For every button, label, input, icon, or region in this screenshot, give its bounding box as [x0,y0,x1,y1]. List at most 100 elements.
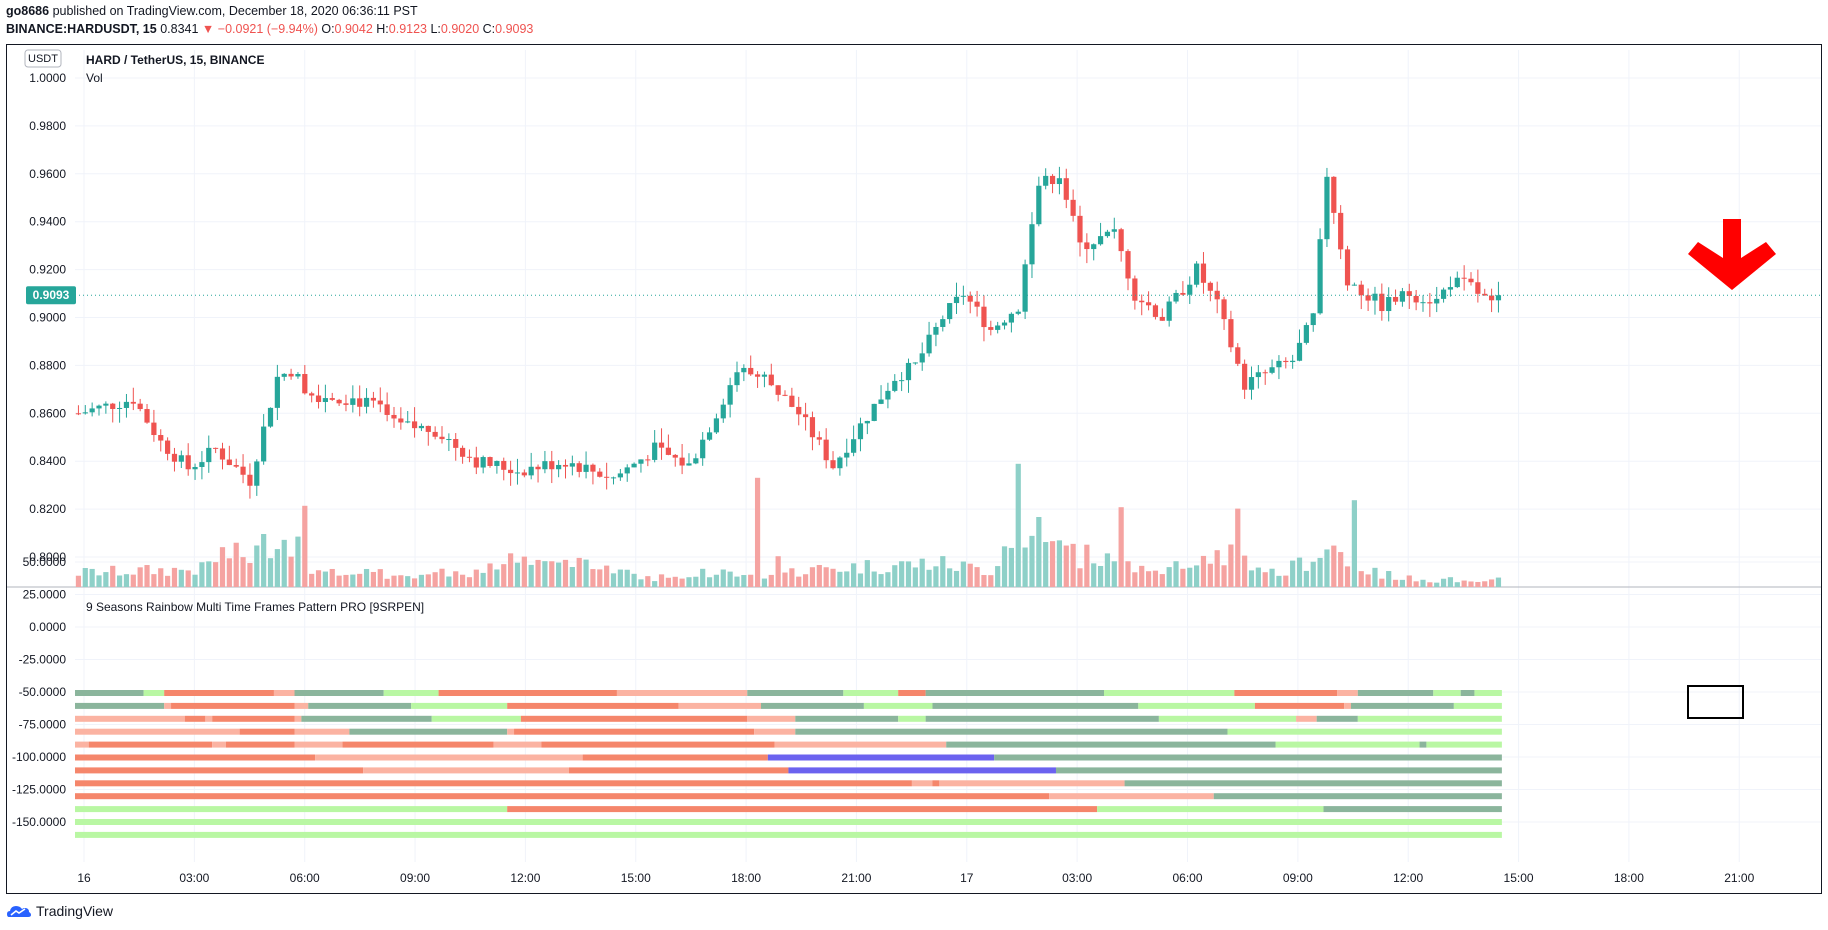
candle-body [947,303,953,320]
volume-bar [199,562,205,587]
rainbow-segment [994,754,1502,761]
down-triangle-icon: ▼ [201,22,215,36]
candle-body [686,463,692,466]
price-axis[interactable]: 1.0000 0.9800 0.9600 0.9400 0.9200 0.9000 0.88… [29,71,66,564]
last-price: 0.8341 [160,22,199,36]
candle-body [1406,291,1412,296]
footer-brand[interactable]: TradingView [36,903,114,919]
volume-bar [439,568,445,587]
volume-bar [823,567,829,587]
rainbow-segment [1323,806,1502,813]
candle-body [741,367,747,373]
publisher-name[interactable]: go8686 [6,4,50,18]
candle-body [857,423,864,440]
rainbow-segment [294,728,350,735]
candle-body [638,459,644,464]
high-label: H: [376,22,389,36]
candle-body [295,373,301,377]
volume-bar [1091,563,1097,587]
candle-body [1235,347,1241,364]
time-tick-label: 12:00 [510,871,540,885]
indicator-tick-label: -50.0000 [19,685,67,699]
volume-bar [233,542,239,587]
time-tick-label: 18:00 [731,871,761,885]
rainbow-segment [925,690,1104,696]
candle-body [679,457,685,466]
volume-bar [988,575,994,587]
candle-body [288,373,294,377]
candle-body [851,439,857,453]
volume-bar [1317,557,1323,587]
volume-bar [1194,565,1200,587]
candle-body [480,457,486,468]
candle-body [1427,302,1433,304]
candle-body [116,407,123,409]
candle-body [1166,301,1172,321]
indicator-tick-label: -125.0000 [12,783,66,797]
volume-bar [960,561,966,587]
volume-bar [1049,541,1056,587]
rainbow-segment [315,754,583,761]
volume-bar [357,573,363,587]
volume-bar [556,562,562,587]
volume-bar [247,563,253,587]
volume-bar [1180,568,1186,587]
volume-bar [782,572,788,587]
price-tick-label: 0.9200 [29,263,66,277]
rainbow-segment [1350,702,1454,709]
candle-body [1283,360,1289,363]
candle-body [1255,372,1261,378]
rainbow-segment [925,715,1159,722]
candle-body [123,401,130,408]
rainbow-segment [75,767,364,774]
volume-bar [309,573,315,587]
candle-body [185,455,191,470]
volume-bar [933,566,939,587]
candle-body [329,398,335,400]
volume-bar [82,568,88,587]
price-tick-label: 1.0000 [29,71,66,85]
rainbow-segment [1124,780,1502,787]
candle-body [1036,185,1042,225]
candle-body [754,374,761,377]
rainbow-segment [212,715,295,722]
volume-bar [1406,575,1412,587]
volume-bar [391,575,397,587]
rainbow-segment [863,702,933,709]
candle-body [1372,293,1378,301]
volume-bar [1482,581,1488,587]
volume-bar [1420,579,1426,587]
candle-body [494,460,500,466]
rainbow-segment [143,690,165,696]
time-axis[interactable]: 16 03:00 06:00 09:00 12:00 15:00 18:00 21:00 17 0… [77,871,1754,885]
candle-body [652,442,658,460]
volume-bar [1097,565,1104,587]
volume-bar [864,560,870,587]
rainbow-segment [754,728,796,735]
candle-body [1317,239,1323,314]
rainbow-segment [761,702,864,709]
price-tick-label: 0.9000 [29,311,66,325]
price-tick-label: 0.8000 [29,550,66,564]
candle-body [864,420,870,424]
volume-bar [638,579,644,587]
candle-body [1344,249,1351,286]
rainbow-segment [932,780,940,787]
volume-bar [1104,553,1111,587]
currency-badge[interactable]: USDT [24,49,62,68]
candle-body [96,405,102,409]
volume-bar [130,574,136,587]
candle-body [1200,263,1207,283]
candle-body [336,399,342,404]
volume-bar [192,574,198,587]
rainbow-segment [75,728,240,735]
candle-body [473,457,479,468]
indicator-axis[interactable]: 50.0000 25.0000 0.0000 -25.0000 -50.0000 -75.… [12,555,66,829]
candle-body [1454,277,1460,288]
candle-body [171,453,178,462]
candle-body [165,440,171,454]
volume-bar [645,576,651,587]
candle-body [1482,293,1488,296]
rainbow-segment [898,715,926,722]
